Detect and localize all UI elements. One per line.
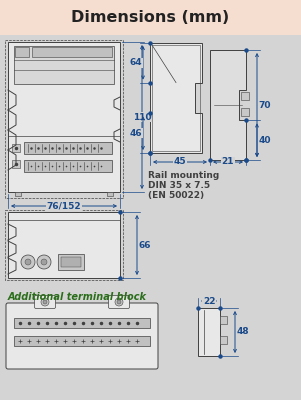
Text: Dimensions (mm): Dimensions (mm) xyxy=(71,10,230,25)
Bar xyxy=(220,336,227,344)
Text: Rail mounting: Rail mounting xyxy=(148,171,219,180)
Text: 66: 66 xyxy=(139,240,151,250)
Text: 21: 21 xyxy=(222,158,234,166)
Bar xyxy=(12,160,20,168)
Bar xyxy=(14,318,150,328)
Text: 22: 22 xyxy=(203,296,215,306)
Bar xyxy=(152,45,200,151)
Bar xyxy=(241,92,249,100)
Bar xyxy=(15,47,29,57)
Bar xyxy=(14,46,114,84)
Bar xyxy=(5,40,123,198)
Circle shape xyxy=(115,298,123,306)
Circle shape xyxy=(41,259,47,265)
Bar xyxy=(15,192,21,196)
Bar xyxy=(24,160,112,172)
Circle shape xyxy=(117,300,121,304)
Text: 110: 110 xyxy=(133,112,151,122)
Bar xyxy=(32,47,112,57)
Text: 64: 64 xyxy=(130,58,142,67)
Text: 46: 46 xyxy=(130,129,142,138)
FancyBboxPatch shape xyxy=(108,296,129,308)
Circle shape xyxy=(21,255,35,269)
Text: (EN 50022): (EN 50022) xyxy=(148,191,204,200)
Bar xyxy=(0,0,301,35)
Text: DIN 35 x 7.5: DIN 35 x 7.5 xyxy=(148,181,210,190)
Bar xyxy=(5,210,123,280)
Bar xyxy=(8,212,120,278)
Text: 70: 70 xyxy=(259,100,271,110)
Bar xyxy=(198,308,220,356)
Text: Additional terminal block: Additional terminal block xyxy=(8,292,147,302)
Polygon shape xyxy=(150,43,202,153)
Polygon shape xyxy=(210,50,246,160)
Bar xyxy=(12,144,20,152)
Bar xyxy=(61,257,81,267)
Bar xyxy=(24,142,112,154)
Bar xyxy=(58,254,84,270)
Bar xyxy=(220,316,227,324)
Text: 45: 45 xyxy=(174,158,186,166)
Bar xyxy=(8,42,120,192)
Bar xyxy=(14,336,150,346)
Text: 40: 40 xyxy=(259,136,271,145)
Circle shape xyxy=(25,259,31,265)
Bar xyxy=(241,108,249,116)
FancyBboxPatch shape xyxy=(35,296,55,308)
FancyBboxPatch shape xyxy=(6,303,158,369)
Text: 48: 48 xyxy=(237,328,249,336)
Text: 76/152: 76/152 xyxy=(47,202,81,210)
Circle shape xyxy=(37,255,51,269)
Circle shape xyxy=(41,298,49,306)
Circle shape xyxy=(43,300,47,304)
Bar xyxy=(107,192,113,196)
